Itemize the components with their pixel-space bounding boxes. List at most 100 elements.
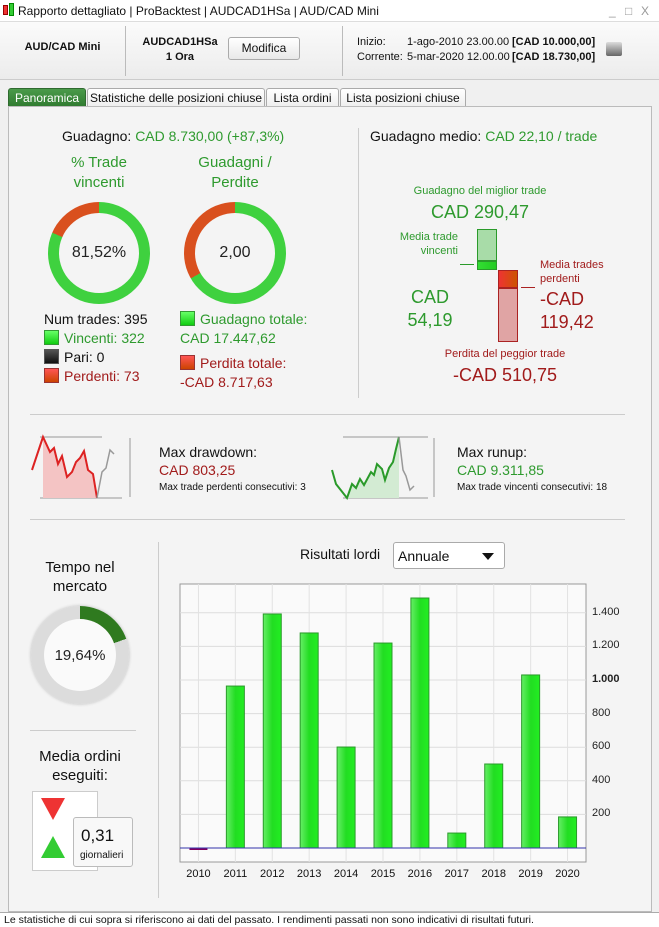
- ratio-value: 2,00: [195, 213, 275, 293]
- total-gain-value: CAD 17.447,62: [180, 330, 276, 346]
- modify-button[interactable]: Modifica: [228, 37, 300, 60]
- y-tick-label: 200: [592, 807, 611, 820]
- start-capital: [CAD 10.000,00]: [512, 36, 596, 48]
- bar-2010[interactable]: [189, 848, 208, 850]
- bar-2014[interactable]: [336, 746, 356, 849]
- best-trade-label: Guadagno del miglior trade: [413, 185, 547, 197]
- win-rate-value: 81,52%: [59, 213, 139, 293]
- title-bar: Rapporto dettagliato | ProBacktest | AUD…: [0, 0, 659, 22]
- average-gain: Guadagno medio: CAD 22,10 / trade: [370, 128, 597, 144]
- avg-win-bar: [477, 261, 497, 270]
- avg-loss-arrow-icon: [521, 287, 535, 288]
- up-arrow-icon: [41, 836, 65, 858]
- y-tick-label: 1.000: [592, 673, 620, 685]
- average-label: Guadagno medio:: [370, 128, 482, 144]
- consec-losers-value: 3: [300, 482, 306, 493]
- window-title: Rapporto dettagliato | ProBacktest | AUD…: [18, 4, 379, 18]
- max-drawdown-value: CAD 803,25: [159, 462, 236, 478]
- even-text: Pari: 0: [64, 349, 105, 365]
- bar-2013[interactable]: [299, 632, 319, 849]
- bar-2012[interactable]: [262, 613, 282, 849]
- drawdown-sparkline: [31, 434, 131, 499]
- max-consecutive-winners: Max trade vincenti consecutivi: 18: [457, 482, 607, 493]
- bar-2015[interactable]: [373, 642, 393, 849]
- maximize-button[interactable]: □: [625, 4, 633, 18]
- trade-counts: Num trades: 395 Vincenti: 322 Pari: 0 Pe…: [44, 310, 148, 386]
- bar-2019[interactable]: [521, 674, 541, 849]
- tab-closed-positions-list[interactable]: Lista posizioni chiuse: [340, 88, 466, 107]
- bar-2016[interactable]: [410, 597, 430, 849]
- x-tick-label: 2013: [296, 868, 322, 880]
- orders-title: Media ordini eseguiti:: [39, 748, 121, 784]
- avg-loss-label: Media trades perdenti: [540, 259, 604, 285]
- period-select[interactable]: Annuale: [393, 542, 505, 569]
- instrument-name: AUD/CAD Mini: [24, 41, 101, 53]
- gain-value: CAD 8.730,00 (+87,3%): [135, 128, 285, 144]
- even-count: Pari: 0: [44, 348, 148, 367]
- disclaimer-footer: Le statistiche di cui sopra si riferisco…: [4, 914, 534, 926]
- system-name: AUDCAD1HSa: [142, 36, 218, 48]
- start-date: 1-ago-2010 23.00.00: [407, 36, 510, 48]
- start-label: Inizio:: [357, 36, 386, 48]
- win-rate-title: % Trade vincenti: [71, 154, 127, 191]
- total-loss-value: -CAD 8.717,63: [180, 374, 273, 390]
- market-time-title: Tempo nel mercato: [45, 559, 115, 595]
- max-runup-label: Max runup:: [457, 444, 528, 460]
- x-tick-label: 2017: [444, 868, 470, 880]
- consec-losers-label: Max trade perdenti consecutivi:: [159, 482, 298, 493]
- tab-panoramica[interactable]: Panoramica: [8, 88, 86, 107]
- orders-value: 0,31: [81, 826, 115, 845]
- losers-swatch: [44, 368, 59, 383]
- title-part: ProBacktest: [135, 4, 201, 18]
- title-part: AUD/CAD Mini: [299, 4, 379, 18]
- app-logo-icon: [3, 5, 8, 15]
- worst-trade-value: -CAD 510,75: [452, 365, 558, 385]
- total-loss-label: Perdita totale:: [200, 355, 287, 371]
- worst-trade-bar: [498, 288, 518, 342]
- bar-2011[interactable]: [225, 685, 245, 849]
- x-tick-label: 2020: [555, 868, 580, 880]
- gain-label: Guadagno:: [62, 128, 132, 144]
- x-tick-label: 2018: [481, 868, 506, 880]
- even-swatch: [44, 349, 59, 364]
- consec-winners-label: Max trade vincenti consecutivi:: [457, 482, 594, 493]
- bar-2018[interactable]: [484, 763, 504, 849]
- y-tick-label: 800: [592, 706, 611, 719]
- worst-trade-label: Perdita del peggior trade: [444, 348, 566, 360]
- average-value: CAD 22,10 / trade: [485, 128, 598, 144]
- timeframe: 1 Ora: [165, 51, 195, 63]
- best-trade-value: CAD 290,47: [430, 202, 530, 222]
- title-part: Rapporto dettagliato: [18, 4, 127, 18]
- losers-count: Perdenti: 73: [44, 367, 148, 386]
- consec-winners-value: 18: [595, 482, 608, 493]
- x-tick-label: 2011: [223, 868, 248, 880]
- orders-unit: giornalieri: [80, 850, 124, 861]
- app-logo-icon-2: [9, 3, 14, 16]
- avg-loss-value: -CAD 119,42: [540, 289, 594, 332]
- x-tick-label: 2012: [260, 868, 285, 880]
- loss-swatch: [180, 355, 195, 370]
- orders-value-box: 0,31 giornalieri: [73, 817, 133, 867]
- gain-summary: Guadagno: CAD 8.730,00 (+87,3%): [62, 128, 284, 144]
- down-arrow-icon: [41, 798, 65, 820]
- y-tick-label: 1.400: [592, 605, 620, 618]
- print-icon[interactable]: [606, 42, 622, 56]
- current-date: 5-mar-2020 12.00.00: [407, 51, 510, 63]
- ratio-title: Guadagni / Perdite: [198, 154, 272, 191]
- market-time-donut: 19,64%: [31, 606, 129, 704]
- avg-loss-bar: [498, 270, 518, 288]
- tab-closed-positions-stats[interactable]: Statistiche delle posizioni chiuse: [87, 88, 265, 107]
- current-capital: [CAD 18.730,00]: [512, 51, 596, 63]
- winners-text: Vincenti: 322: [64, 330, 145, 346]
- runup-sparkline: [331, 436, 435, 501]
- winners-count: Vincenti: 322: [44, 329, 148, 348]
- bar-2017[interactable]: [447, 832, 467, 849]
- close-button[interactable]: X: [641, 4, 650, 18]
- minimize-button[interactable]: _: [609, 4, 616, 18]
- totals: Guadagno totale: CAD 17.447,62 Perdita t…: [180, 310, 307, 392]
- tab-order-list[interactable]: Lista ordini: [266, 88, 339, 107]
- bar-2020[interactable]: [558, 816, 578, 849]
- win-rate-donut: 81,52%: [48, 202, 150, 304]
- report-header: AUD/CAD Mini AUDCAD1HSa 1 Ora Modifica I…: [0, 22, 659, 80]
